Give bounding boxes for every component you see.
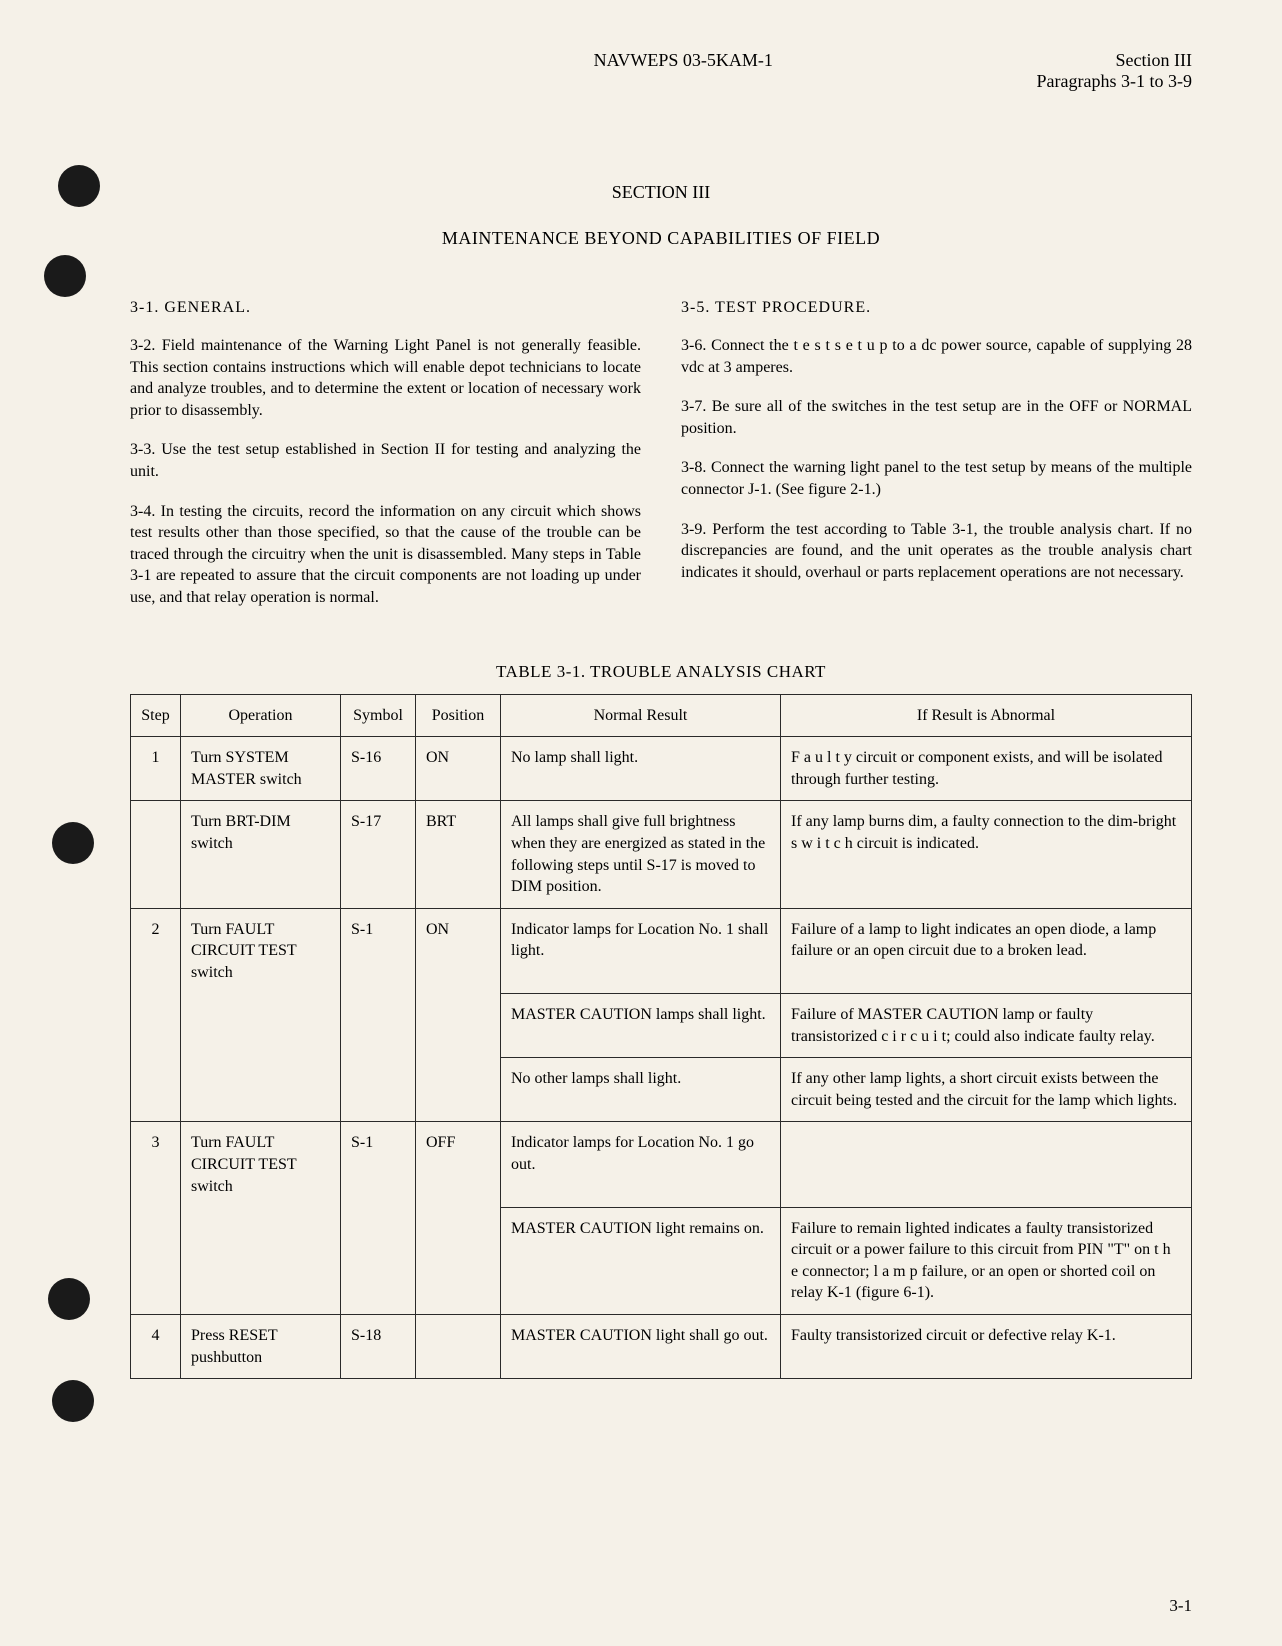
para-3-3: 3-3. Use the test setup established in S… bbox=[130, 439, 641, 482]
cell-abnormal: Faulty transistorized circuit or defecti… bbox=[781, 1315, 1192, 1379]
cell-step: 3 bbox=[131, 1122, 181, 1207]
right-column: 3-5. TEST PROCEDURE. 3-6. Connect the t … bbox=[681, 299, 1192, 627]
cell-symbol: S-17 bbox=[341, 801, 416, 908]
cell-position bbox=[416, 1207, 501, 1314]
th-position: Position bbox=[416, 694, 501, 737]
cell-normal: MASTER CAUTION light shall go out. bbox=[501, 1315, 781, 1379]
left-column: 3-1. GENERAL. 3-2. Field maintenance of … bbox=[130, 299, 641, 627]
th-symbol: Symbol bbox=[341, 694, 416, 737]
para-range: Paragraphs 3-1 to 3-9 bbox=[1037, 71, 1192, 92]
cell-step: 4 bbox=[131, 1315, 181, 1379]
para-3-2: 3-2. Field maintenance of the Warning Li… bbox=[130, 335, 641, 421]
page-number: 3-1 bbox=[1169, 1596, 1192, 1616]
section-label: Section III bbox=[1037, 50, 1192, 71]
table-row: No other lamps shall light. If any other… bbox=[131, 1058, 1192, 1122]
cell-symbol: S-18 bbox=[341, 1315, 416, 1379]
cell-abnormal: If any other lamp lights, a short circui… bbox=[781, 1058, 1192, 1122]
th-step: Step bbox=[131, 694, 181, 737]
table-header-row: Step Operation Symbol Position Normal Re… bbox=[131, 694, 1192, 737]
cell-step bbox=[131, 993, 181, 1057]
punch-hole bbox=[58, 165, 100, 207]
para-3-8: 3-8. Connect the warning light panel to … bbox=[681, 457, 1192, 500]
table-row: 2 Turn FAULT CIRCUIT TEST switch S-1 ON … bbox=[131, 908, 1192, 993]
cell-symbol: S-1 bbox=[341, 908, 416, 993]
cell-abnormal: If any lamp burns dim, a faulty connecti… bbox=[781, 801, 1192, 908]
cell-position: ON bbox=[416, 737, 501, 801]
cell-abnormal: Failure of a lamp to light indicates an … bbox=[781, 908, 1192, 993]
th-operation: Operation bbox=[181, 694, 341, 737]
th-abnormal: If Result is Abnormal bbox=[781, 694, 1192, 737]
cell-symbol bbox=[341, 1058, 416, 1122]
page-header: NAVWEPS 03-5KAM-1 Section III Paragraphs… bbox=[130, 50, 1192, 92]
section-subtitle: MAINTENANCE BEYOND CAPABILITIES OF FIELD bbox=[130, 228, 1192, 249]
para-3-7: 3-7. Be sure all of the switches in the … bbox=[681, 396, 1192, 439]
para-3-9: 3-9. Perform the test according to Table… bbox=[681, 519, 1192, 584]
cell-operation bbox=[181, 1058, 341, 1122]
cell-symbol bbox=[341, 1207, 416, 1314]
doc-id: NAVWEPS 03-5KAM-1 bbox=[130, 50, 1037, 92]
cell-normal: All lamps shall give full brightness whe… bbox=[501, 801, 781, 908]
cell-symbol: S-1 bbox=[341, 1122, 416, 1207]
cell-position bbox=[416, 993, 501, 1057]
cell-abnormal: Failure to remain lighted indicates a fa… bbox=[781, 1207, 1192, 1314]
cell-normal: Indicator lamps for Location No. 1 shall… bbox=[501, 908, 781, 993]
cell-normal: MASTER CAUTION light remains on. bbox=[501, 1207, 781, 1314]
cell-normal: MASTER CAUTION lamps shall light. bbox=[501, 993, 781, 1057]
heading-3-1: 3-1. GENERAL. bbox=[130, 299, 641, 317]
cell-operation bbox=[181, 993, 341, 1057]
table-row: 1 Turn SYSTEM MASTER switch S-16 ON No l… bbox=[131, 737, 1192, 801]
header-right: Section III Paragraphs 3-1 to 3-9 bbox=[1037, 50, 1192, 92]
para-3-6: 3-6. Connect the t e s t s e t u p to a … bbox=[681, 335, 1192, 378]
table-row: MASTER CAUTION light remains on. Failure… bbox=[131, 1207, 1192, 1314]
cell-abnormal: F a u l t y circuit or component exists,… bbox=[781, 737, 1192, 801]
cell-normal: Indicator lamps for Location No. 1 go ou… bbox=[501, 1122, 781, 1207]
punch-hole bbox=[52, 822, 94, 864]
table-row: Turn BRT-DIM switch S-17 BRT All lamps s… bbox=[131, 801, 1192, 908]
table-row: 4 Press RESET pushbutton S-18 MASTER CAU… bbox=[131, 1315, 1192, 1379]
punch-hole bbox=[44, 255, 86, 297]
para-3-4: 3-4. In testing the circuits, record the… bbox=[130, 501, 641, 609]
cell-operation: Turn FAULT CIRCUIT TEST switch bbox=[181, 1122, 341, 1207]
table-title: TABLE 3-1. TROUBLE ANALYSIS CHART bbox=[130, 662, 1192, 682]
cell-step bbox=[131, 1058, 181, 1122]
punch-hole bbox=[48, 1278, 90, 1320]
section-title: SECTION III bbox=[130, 182, 1192, 203]
cell-step bbox=[131, 801, 181, 908]
cell-abnormal: Failure of MASTER CAUTION lamp or faulty… bbox=[781, 993, 1192, 1057]
trouble-analysis-table: Step Operation Symbol Position Normal Re… bbox=[130, 694, 1192, 1380]
cell-step bbox=[131, 1207, 181, 1314]
cell-symbol bbox=[341, 993, 416, 1057]
cell-position: ON bbox=[416, 908, 501, 993]
cell-position bbox=[416, 1058, 501, 1122]
cell-position bbox=[416, 1315, 501, 1379]
cell-step: 2 bbox=[131, 908, 181, 993]
th-normal: Normal Result bbox=[501, 694, 781, 737]
cell-operation: Turn FAULT CIRCUIT TEST switch bbox=[181, 908, 341, 993]
cell-normal: No lamp shall light. bbox=[501, 737, 781, 801]
cell-abnormal bbox=[781, 1122, 1192, 1207]
body-columns: 3-1. GENERAL. 3-2. Field maintenance of … bbox=[130, 299, 1192, 627]
cell-position: BRT bbox=[416, 801, 501, 908]
cell-operation bbox=[181, 1207, 341, 1314]
punch-hole bbox=[52, 1380, 94, 1422]
cell-symbol: S-16 bbox=[341, 737, 416, 801]
cell-step: 1 bbox=[131, 737, 181, 801]
table-row: MASTER CAUTION lamps shall light. Failur… bbox=[131, 993, 1192, 1057]
cell-operation: Turn BRT-DIM switch bbox=[181, 801, 341, 908]
cell-position: OFF bbox=[416, 1122, 501, 1207]
cell-normal: No other lamps shall light. bbox=[501, 1058, 781, 1122]
table-row: 3 Turn FAULT CIRCUIT TEST switch S-1 OFF… bbox=[131, 1122, 1192, 1207]
cell-operation: Press RESET pushbutton bbox=[181, 1315, 341, 1379]
heading-3-5: 3-5. TEST PROCEDURE. bbox=[681, 299, 1192, 317]
cell-operation: Turn SYSTEM MASTER switch bbox=[181, 737, 341, 801]
